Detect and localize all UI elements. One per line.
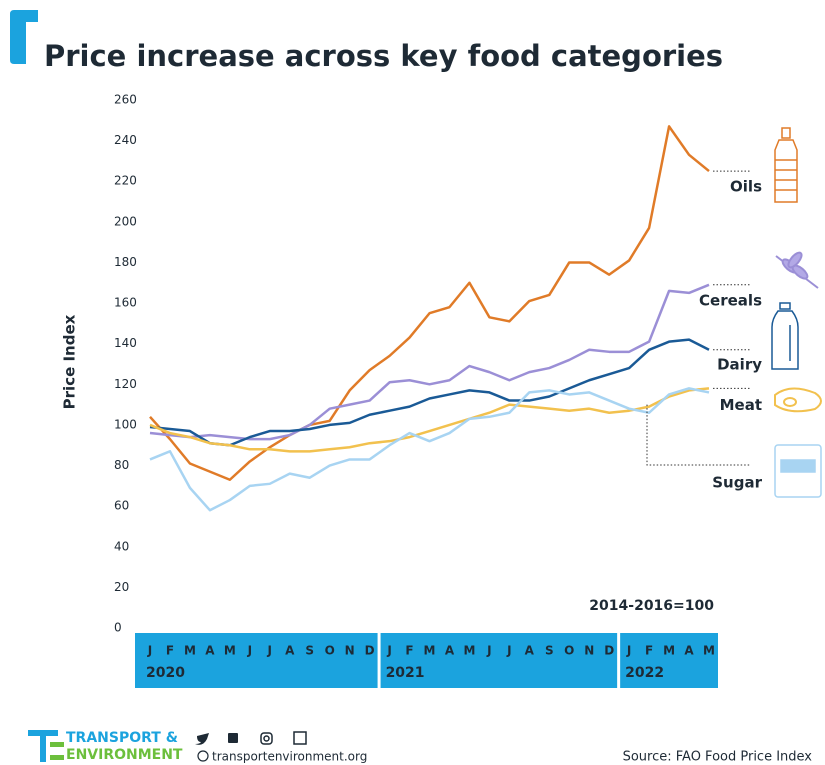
x-tick-label: O (325, 644, 335, 658)
x-tick-label: J (386, 644, 391, 658)
meat-icon (774, 387, 822, 413)
x-tick-label: A (445, 644, 455, 658)
x-tick-label: J (626, 644, 631, 658)
org-name: ENVIRONMENT (66, 747, 183, 763)
year-label: 2020 (146, 665, 185, 681)
x-tick-label: J (506, 644, 511, 658)
x-tick-label: S (305, 644, 314, 658)
y-tick-label: 20 (114, 580, 129, 594)
year-separator (377, 633, 381, 688)
year-separator (617, 633, 621, 688)
y-tick-label: 100 (114, 417, 137, 431)
chart-title: Price increase across key food categorie… (44, 39, 723, 73)
website: transportenvironment.org (212, 750, 367, 764)
x-tick-label: M (224, 644, 236, 658)
x-tick-label: F (405, 644, 413, 658)
sugar-icon (774, 444, 822, 498)
series-line (149, 338, 710, 447)
y-tick-label: 40 (114, 539, 129, 553)
series-line (149, 283, 710, 441)
y-tick-label: 180 (114, 255, 137, 269)
legend-label: Sugar (712, 474, 762, 492)
footer-logo (28, 730, 64, 762)
x-tick-label: O (564, 644, 574, 658)
org-name: TRANSPORT & (66, 730, 178, 746)
x-tick-label: M (184, 644, 196, 658)
year-label: 2021 (386, 665, 425, 681)
x-tick-label: F (645, 644, 653, 658)
legend-label: Oils (730, 178, 762, 196)
legend-label: Meat (720, 396, 762, 414)
y-tick-label: 0 (114, 621, 122, 635)
cereal-icon (775, 251, 819, 289)
x-tick-label: A (205, 644, 215, 658)
x-tick-label: M (703, 644, 715, 658)
y-tick-label: 220 (114, 174, 137, 188)
series-line (149, 387, 710, 512)
x-tick-label: J (486, 644, 491, 658)
x-tick-label: D (365, 644, 375, 658)
x-tick-label: D (604, 644, 614, 658)
oil-icon (774, 127, 798, 203)
source: Source: FAO Food Price Index (623, 750, 813, 765)
y-tick-label: 120 (114, 377, 137, 391)
x-tick-label: J (247, 644, 252, 658)
x-tick-label: A (285, 644, 295, 658)
x-tick-label: M (463, 644, 475, 658)
series-line (149, 125, 710, 482)
leader-line (646, 404, 750, 466)
y-tick-label: 60 (114, 499, 129, 513)
legend-label: Cereals (699, 291, 762, 309)
year-label: 2022 (625, 665, 664, 681)
x-tick-label: M (663, 644, 675, 658)
series-line (149, 387, 710, 453)
x-tick-label: M (424, 644, 436, 658)
annotation: 2014-2016=100 (589, 598, 714, 614)
x-tick-label: J (267, 644, 272, 658)
milk-icon (771, 302, 799, 370)
x-tick-label: J (147, 644, 152, 658)
y-tick-label: 160 (114, 296, 137, 310)
y-tick-label: 140 (114, 336, 137, 350)
x-tick-label: A (525, 644, 535, 658)
x-tick-label: A (684, 644, 694, 658)
social-icons (195, 731, 307, 762)
y-tick-label: 200 (114, 214, 137, 228)
legend-label: Dairy (717, 355, 762, 373)
logo-mark (10, 10, 38, 64)
y-tick-label: 240 (114, 133, 137, 147)
x-tick-label: N (345, 644, 355, 658)
y-tick-label: 260 (114, 93, 137, 107)
y-axis-label: Price Index (61, 314, 79, 409)
time-band (135, 633, 718, 688)
x-tick-label: N (584, 644, 594, 658)
y-tick-label: 80 (114, 458, 129, 472)
x-tick-label: F (166, 644, 174, 658)
x-tick-label: S (545, 644, 554, 658)
